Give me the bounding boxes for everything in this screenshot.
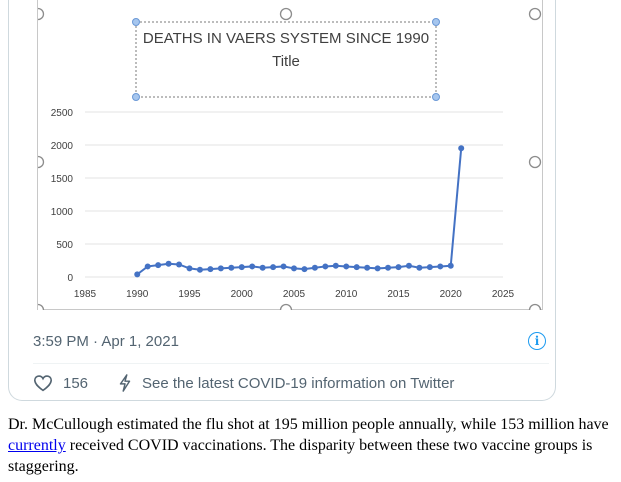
data-point (291, 265, 297, 272)
title-selection-handle (432, 93, 440, 101)
data-point (217, 265, 224, 272)
vaers-deaths-chart: DEATHS IN VAERS SYSTEM SINCE 1990 Title 0 5… (38, 7, 542, 310)
data-point (405, 262, 412, 269)
chart-subtitle: Title (272, 53, 300, 70)
chart-frame: DEATHS IN VAERS SYSTEM SINCE 1990 Title 0 5… (37, 0, 543, 310)
x-tick-label: 2015 (387, 289, 410, 300)
chart-selection-handle (38, 7, 45, 21)
chart-selection-handle (528, 155, 542, 169)
data-point (259, 264, 266, 271)
data-point (364, 264, 371, 271)
divider (33, 363, 549, 364)
tweet-card: DEATHS IN VAERS SYSTEM SINCE 1990 Title 0 5… (8, 0, 556, 401)
x-tick-label: 2025 (492, 289, 515, 300)
data-point (176, 261, 183, 268)
data-point (186, 265, 193, 272)
x-tick-label: 2005 (283, 289, 306, 300)
data-point (332, 262, 339, 269)
data-point (353, 264, 360, 271)
data-point (280, 263, 287, 270)
data-point (437, 263, 444, 270)
data-point (385, 264, 392, 271)
x-tick-label: 2000 (231, 289, 254, 300)
data-point (270, 264, 277, 271)
data-point (207, 266, 214, 273)
title-selection-handle (132, 18, 140, 26)
title-selection-handle (432, 18, 440, 26)
data-point (144, 263, 151, 270)
article-text-before: Dr. McCullough estimated the flu shot at… (8, 416, 609, 433)
data-point (249, 263, 256, 270)
x-tick-label: 1985 (74, 289, 97, 300)
article-link-currently[interactable]: currently (8, 437, 66, 454)
title-selection-handle (132, 93, 140, 101)
covid-info-link[interactable]: See the latest COVID-19 information on T… (142, 374, 455, 392)
bolt-icon (119, 374, 131, 392)
data-point (228, 264, 235, 271)
data-point (155, 262, 162, 269)
chart-selection-handle (279, 303, 293, 310)
y-tick-label: 500 (56, 240, 73, 251)
data-point (416, 264, 423, 271)
chart-title: DEATHS IN VAERS SYSTEM SINCE 1990 (143, 30, 429, 47)
tweet-actions: 156 See the latest COVID-19 information … (33, 372, 454, 394)
y-tick-label: 2000 (51, 141, 74, 152)
x-tick-label: 2010 (335, 289, 358, 300)
data-point (238, 264, 245, 271)
chart-selection-handle (38, 303, 45, 310)
x-tick-label: 2020 (440, 289, 463, 300)
chart-selection-handle (279, 7, 293, 21)
y-tick-label: 0 (67, 273, 73, 284)
article-text-after: received COVID vaccinations. The dispari… (8, 437, 593, 475)
heart-icon[interactable] (33, 374, 53, 392)
data-point (458, 145, 465, 152)
y-tick-label: 2500 (51, 108, 74, 119)
data-point (447, 262, 454, 269)
y-tick-label: 1000 (51, 207, 74, 218)
title-selection-box (135, 21, 437, 98)
info-icon[interactable]: i (528, 332, 546, 350)
y-tick-label: 1500 (51, 174, 74, 185)
data-point (426, 264, 433, 271)
chart-selection-handle (528, 7, 542, 21)
article-paragraph: Dr. McCullough estimated the flu shot at… (8, 414, 616, 477)
chart-selection-handle (528, 303, 542, 310)
tweet-timestamp[interactable]: 3:59 PM · Apr 1, 2021 (33, 333, 179, 350)
data-point (322, 263, 329, 270)
chart-selection-handle (38, 155, 45, 169)
data-point (165, 260, 172, 267)
data-point (343, 263, 350, 270)
data-point (301, 266, 308, 273)
data-point (395, 264, 402, 271)
data-point (196, 266, 203, 273)
like-count[interactable]: 156 (63, 374, 89, 392)
data-point (374, 265, 381, 272)
data-point (311, 264, 318, 271)
x-tick-label: 1990 (126, 289, 149, 300)
data-point (134, 271, 141, 278)
x-tick-label: 1995 (178, 289, 201, 300)
